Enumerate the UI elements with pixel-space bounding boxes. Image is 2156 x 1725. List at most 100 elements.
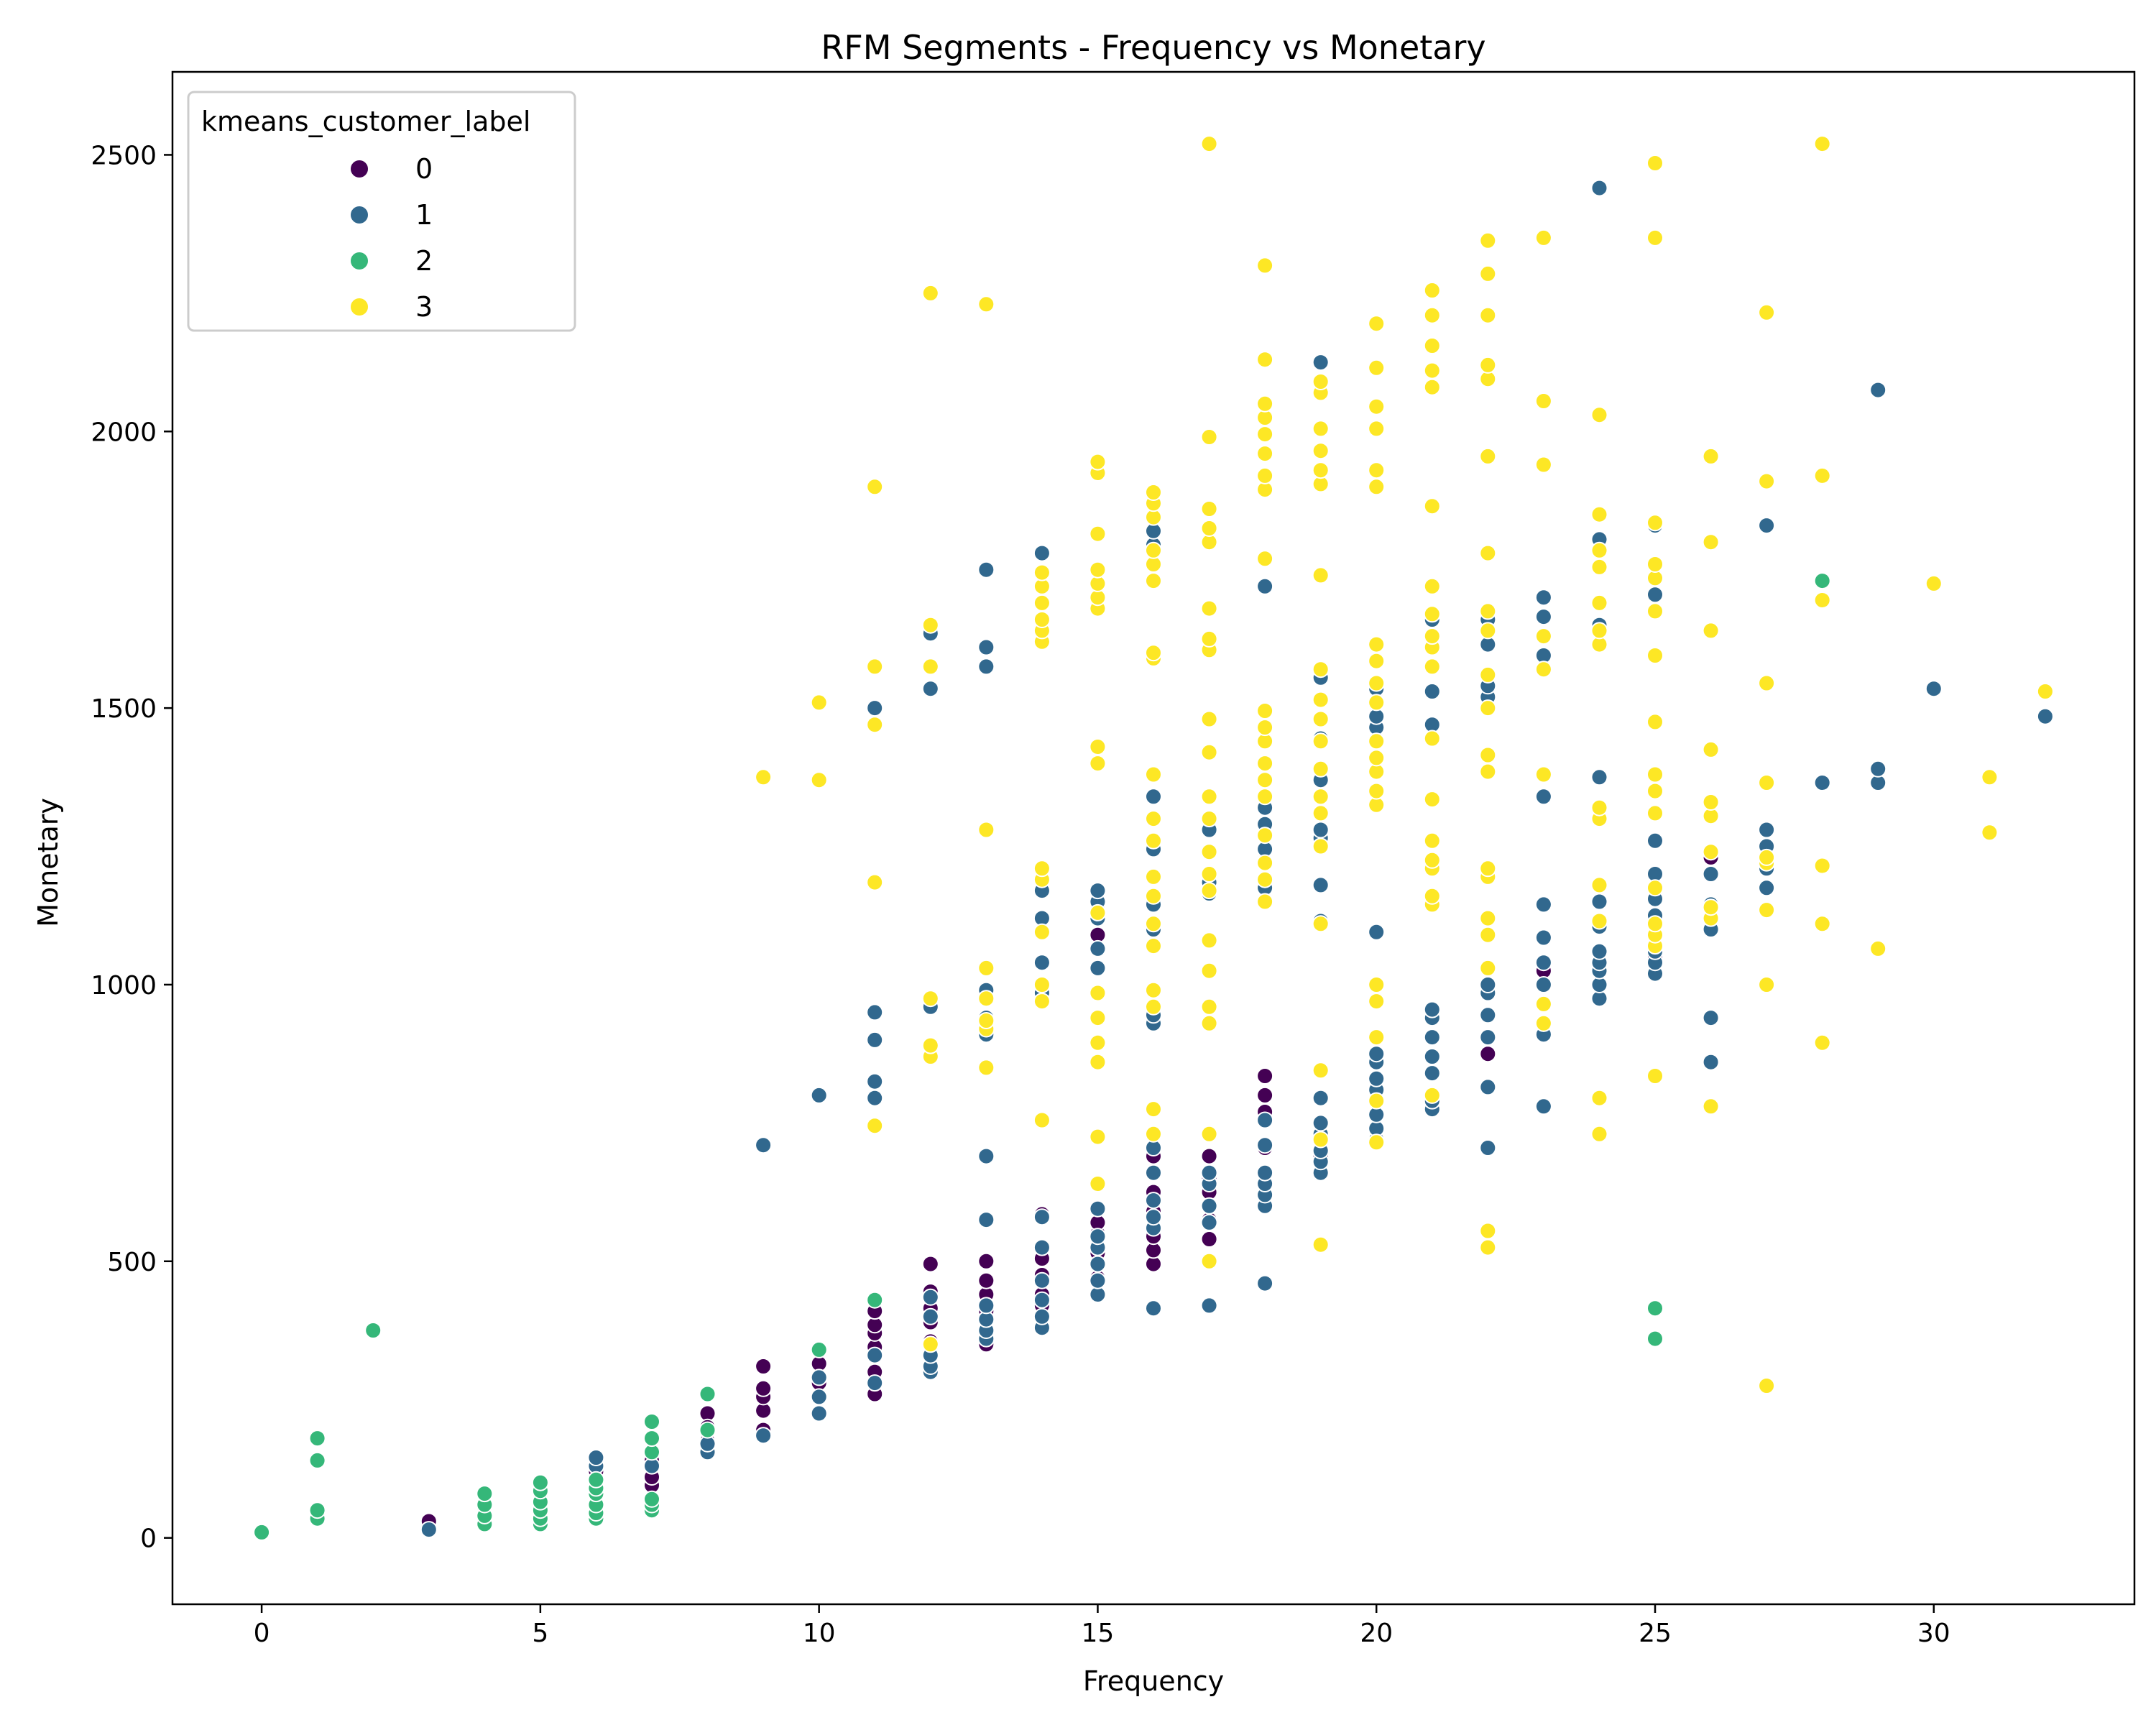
data-point [1423,1048,1441,1065]
data-point [755,1136,773,1154]
data-point [2036,683,2054,700]
data-point [1368,976,1386,993]
legend-items: 0 1 2 3 [349,153,433,323]
data-point [1368,1029,1386,1046]
data-point [587,1449,605,1466]
data-point [1423,362,1441,380]
data-point [1089,959,1107,977]
data-point [810,1086,828,1104]
data-point [1145,541,1162,559]
data-point [1200,1125,1218,1143]
data-point [1702,1098,1720,1116]
data-point [1200,743,1218,761]
data-point [1256,854,1274,872]
data-point [1145,981,1162,999]
points-layer [253,135,2054,1541]
data-point [1981,768,1999,786]
data-point [364,1322,382,1339]
y-axis-label: Monetary [32,798,64,927]
data-point [1479,699,1497,717]
data-point [977,658,995,676]
data-point [977,959,995,977]
data-point [1312,760,1330,778]
data-point [1479,666,1497,684]
data-point [1590,558,1608,576]
data-point [1702,622,1720,640]
data-point [1534,788,1552,806]
data-point [1869,939,1887,957]
data-point [866,873,884,891]
data-point [1256,426,1274,443]
series-2 [253,572,1831,1541]
data-point [1089,453,1107,471]
data-point [1256,788,1274,806]
data-point [1702,447,1720,465]
data-point [420,1521,438,1539]
data-point [1646,1300,1664,1317]
x-tick-label: 15 [1082,1619,1115,1648]
data-point [1200,1252,1218,1270]
data-point [1089,882,1107,900]
data-point [308,1501,326,1519]
data-point [866,699,884,717]
data-point [1200,1014,1218,1032]
data-point [1423,497,1441,515]
data-point [1479,763,1497,781]
data-point [1534,661,1552,678]
data-point [1479,1139,1497,1156]
series-3 [755,135,2054,1394]
data-point [1200,710,1218,728]
data-point [1423,577,1441,595]
data-point [866,1089,884,1107]
data-point [1368,923,1386,941]
data-point [1534,976,1552,993]
data-point [810,1340,828,1358]
data-point [1534,1014,1552,1032]
data-point [1256,395,1274,413]
data-point [1368,635,1386,653]
data-point [1256,1067,1274,1085]
legend-label: 2 [415,245,433,277]
data-point [1423,1086,1441,1104]
data-point [1813,572,1831,590]
data-point [1033,1271,1051,1289]
data-point [921,658,939,676]
legend-title: kmeans_customer_label [201,106,530,137]
data-point [1758,848,1776,866]
data-point [1256,771,1274,789]
data-point [1646,647,1664,664]
data-point [1758,517,1776,535]
data-point [1312,420,1330,438]
data-point [866,1117,884,1135]
data-point [1089,1175,1107,1192]
data-point [1702,865,1720,883]
data-point [1368,993,1386,1011]
data-point [1479,622,1497,640]
data-point [1423,851,1441,869]
data-point [1200,882,1218,900]
data-point [1312,804,1330,822]
data-point [1145,484,1162,501]
data-point [1200,788,1218,806]
data-point [866,658,884,676]
data-point [1256,1111,1274,1129]
data-point [1145,998,1162,1016]
data-point [1479,231,1497,249]
data-point [1145,1100,1162,1118]
data-point [1479,1222,1497,1240]
data-point [977,295,995,313]
data-point [1312,1114,1330,1132]
data-point [1312,373,1330,390]
data-point [1479,602,1497,620]
data-point [977,1059,995,1077]
data-point [1590,893,1608,911]
data-point [1368,359,1386,377]
data-point [1423,337,1441,354]
data-point [1312,354,1330,372]
data-point [921,1255,939,1273]
data-point [977,1147,995,1165]
data-point [1145,810,1162,828]
data-point [1256,1136,1274,1154]
